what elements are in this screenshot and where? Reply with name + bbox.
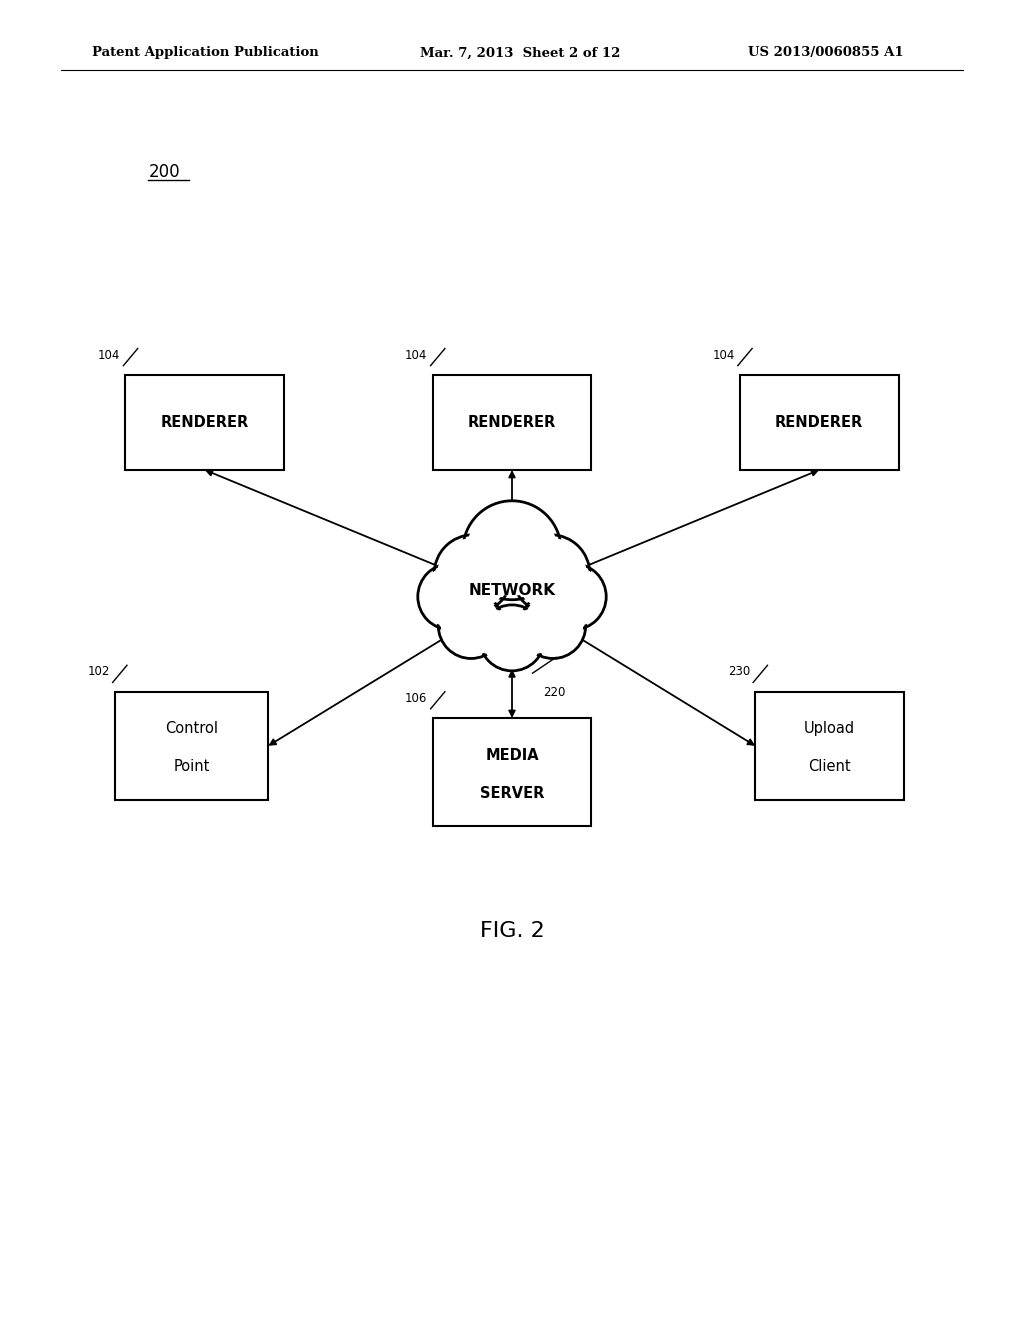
Text: US 2013/0060855 A1: US 2013/0060855 A1 xyxy=(748,46,903,59)
Bar xyxy=(115,692,268,800)
Ellipse shape xyxy=(467,504,557,595)
Ellipse shape xyxy=(441,595,501,656)
Ellipse shape xyxy=(437,539,509,610)
Ellipse shape xyxy=(520,593,586,659)
Text: Upload: Upload xyxy=(804,721,855,737)
Text: Control: Control xyxy=(165,721,218,737)
Bar xyxy=(739,375,899,470)
Ellipse shape xyxy=(463,500,561,599)
Text: RENDERER: RENDERER xyxy=(161,414,249,430)
Text: NETWORK: NETWORK xyxy=(469,582,555,598)
Text: 104: 104 xyxy=(406,348,428,362)
Text: RENDERER: RENDERER xyxy=(775,414,863,430)
Ellipse shape xyxy=(544,566,603,627)
Ellipse shape xyxy=(418,564,483,630)
Ellipse shape xyxy=(515,539,587,610)
Ellipse shape xyxy=(512,535,590,612)
Ellipse shape xyxy=(479,605,545,671)
Text: FIG. 2: FIG. 2 xyxy=(479,920,545,941)
Text: Patent Application Publication: Patent Application Publication xyxy=(92,46,318,59)
Text: 106: 106 xyxy=(406,692,428,705)
Text: 102: 102 xyxy=(87,665,110,678)
Bar xyxy=(432,375,592,470)
Text: 220: 220 xyxy=(543,686,565,700)
Text: Point: Point xyxy=(173,759,210,775)
Text: SERVER: SERVER xyxy=(480,785,544,801)
Text: Client: Client xyxy=(808,759,851,775)
Text: 104: 104 xyxy=(98,348,121,362)
Text: MEDIA: MEDIA xyxy=(485,747,539,763)
Bar xyxy=(432,718,592,826)
Text: Mar. 7, 2013  Sheet 2 of 12: Mar. 7, 2013 Sheet 2 of 12 xyxy=(420,46,621,59)
Ellipse shape xyxy=(523,595,583,656)
Text: 104: 104 xyxy=(713,348,735,362)
Text: 200: 200 xyxy=(148,162,180,181)
Bar xyxy=(756,692,904,800)
Ellipse shape xyxy=(541,564,606,630)
Text: RENDERER: RENDERER xyxy=(468,414,556,430)
Ellipse shape xyxy=(421,566,480,627)
Ellipse shape xyxy=(482,607,542,668)
Ellipse shape xyxy=(438,593,504,659)
Bar xyxy=(126,375,285,470)
Ellipse shape xyxy=(434,535,512,612)
Text: 230: 230 xyxy=(728,665,750,678)
